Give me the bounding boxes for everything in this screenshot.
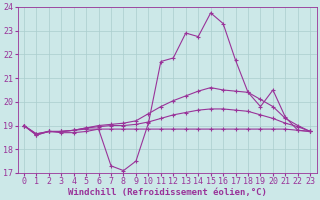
X-axis label: Windchill (Refroidissement éolien,°C): Windchill (Refroidissement éolien,°C)	[68, 188, 267, 197]
